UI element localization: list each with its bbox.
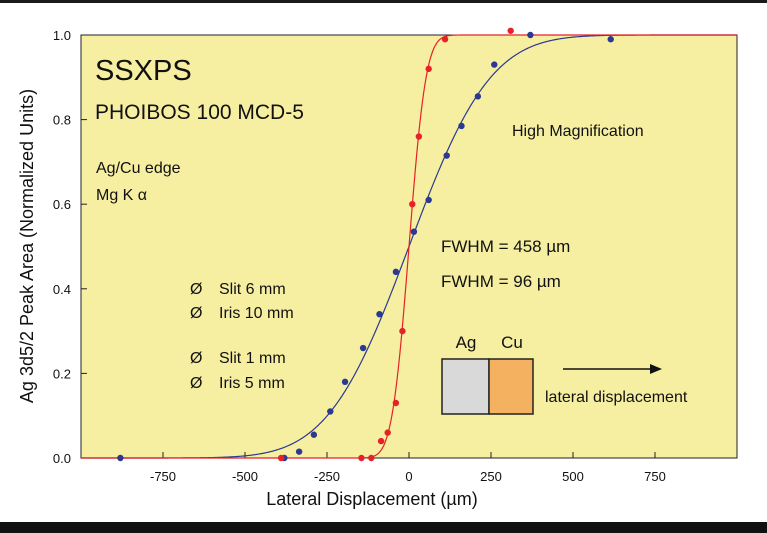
displacement-label: lateral displacement	[545, 389, 688, 406]
data-point-series-0	[491, 61, 498, 68]
cu-label: Cu	[501, 333, 523, 352]
top-rule	[0, 0, 767, 3]
ag-block	[441, 358, 490, 415]
data-point-series-1	[399, 327, 406, 335]
x-tick-label: 250	[480, 469, 502, 484]
legend-red-slit: Slit 1 mm	[219, 350, 286, 367]
data-point-series-0	[410, 228, 418, 235]
displacement-arrow-head	[650, 364, 662, 374]
x-axis-title: Lateral Displacement (µm)	[266, 489, 477, 509]
data-point-series-1	[377, 437, 385, 445]
data-point-series-0	[376, 310, 383, 318]
data-point-series-0	[359, 344, 367, 352]
legend-symbol-red-2: Ø	[190, 375, 202, 392]
data-point-series-1	[368, 454, 375, 462]
legend-blue-iris: Iris 10 mm	[219, 305, 294, 322]
data-point-series-0	[392, 268, 400, 276]
data-point-series-0	[443, 152, 450, 159]
legend-red-iris: Iris 5 mm	[219, 375, 285, 392]
x-tick-label: -500	[232, 469, 258, 484]
data-point-series-0	[310, 431, 318, 438]
y-tick-label: 0.2	[53, 366, 71, 381]
fwhm-red-label: FWHM = 96 µm	[441, 272, 561, 291]
y-tick-label: 0.6	[53, 197, 71, 212]
data-points	[117, 27, 614, 462]
data-point-series-0	[458, 122, 465, 130]
bottom-bar	[0, 522, 767, 533]
legend-symbol-blue-1: Ø	[190, 281, 202, 298]
y-axis-title: Ag 3d5/2 Peak Area (Normalized Units)	[17, 89, 37, 403]
source-label: Mg K α	[96, 187, 147, 204]
mode-label: High Magnification	[512, 123, 644, 140]
x-axis-ticks: -750 -500 -250 0 250 500 750	[150, 452, 666, 484]
y-tick-label: 0.8	[53, 113, 71, 128]
data-point-series-0	[327, 408, 334, 415]
y-tick-label: 0.0	[53, 451, 71, 466]
x-tick-label: 0	[405, 469, 412, 484]
x-tick-label: 500	[562, 469, 584, 484]
ag-label: Ag	[456, 333, 477, 352]
data-point-series-0	[527, 31, 534, 39]
cu-block	[488, 358, 534, 415]
data-point-series-0	[341, 378, 349, 386]
data-point-series-0	[425, 196, 432, 204]
chart-title: SSXPS	[95, 55, 192, 87]
data-point-series-1	[358, 454, 365, 462]
x-tick-label: -750	[150, 469, 176, 484]
fit-curve-1	[81, 34, 737, 459]
data-point-series-0	[474, 93, 482, 100]
data-point-series-1	[415, 133, 423, 140]
data-point-series-1	[277, 454, 285, 462]
data-point-series-1	[441, 36, 449, 43]
y-tick-label: 1.0	[53, 28, 71, 43]
data-point-series-0	[117, 454, 124, 462]
chart-subtitle: PHOIBOS 100 MCD-5	[95, 101, 304, 124]
data-point-series-1	[392, 399, 400, 407]
data-point-series-1	[384, 429, 391, 436]
data-point-series-0	[295, 448, 303, 455]
fwhm-blue-label: FWHM = 458 µm	[441, 237, 570, 256]
data-point-series-1	[507, 27, 514, 34]
data-point-series-0	[607, 36, 614, 43]
edge-diagram: Ag Cu lateral displacement	[441, 333, 688, 415]
data-point-series-1	[425, 65, 432, 73]
legend: Ø Slit 6 mm Ø Iris 10 mm Ø Slit 1 mm Ø I…	[190, 281, 294, 392]
fit-curves	[81, 34, 737, 459]
legend-symbol-red-1: Ø	[190, 350, 202, 367]
x-tick-label: -250	[314, 469, 340, 484]
y-tick-label: 0.4	[53, 282, 71, 297]
legend-symbol-blue-2: Ø	[190, 305, 202, 322]
x-tick-label: 750	[644, 469, 666, 484]
sample-label: Ag/Cu edge	[96, 160, 181, 177]
legend-blue-slit: Slit 6 mm	[219, 281, 286, 298]
data-point-series-1	[409, 201, 416, 208]
